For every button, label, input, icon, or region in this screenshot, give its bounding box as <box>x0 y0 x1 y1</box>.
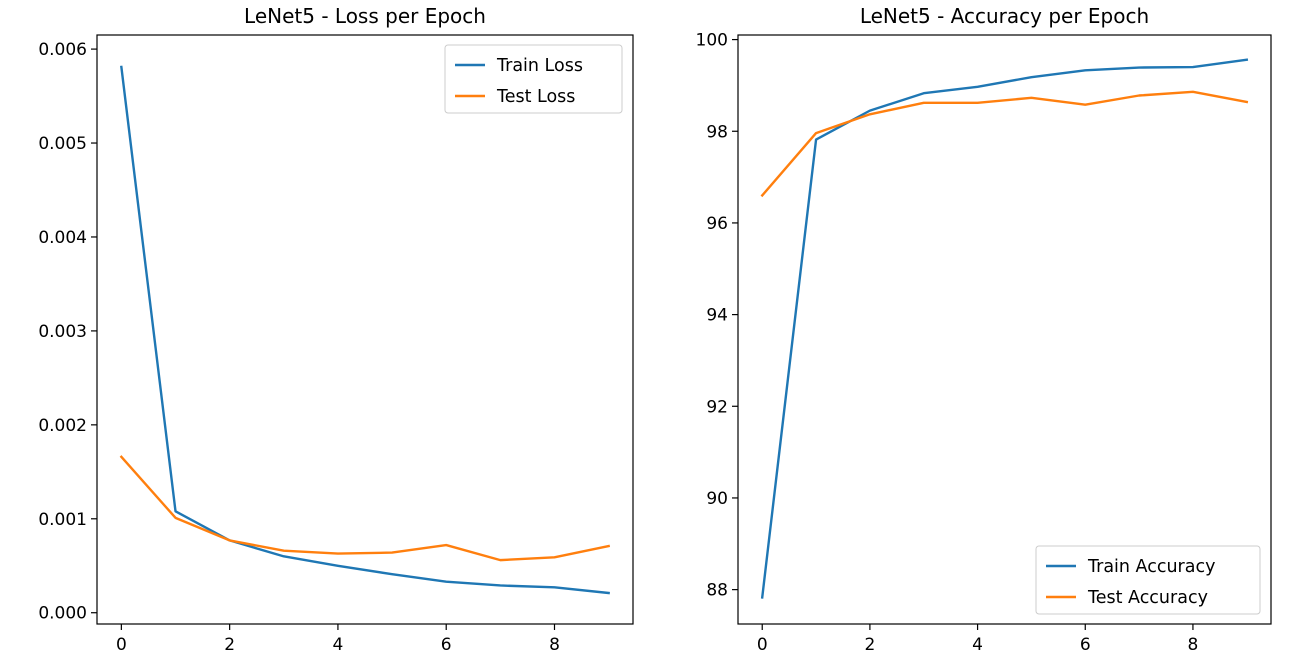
plot-area-frame <box>737 34 1272 625</box>
legend-box <box>1035 545 1261 615</box>
x-tick-label: 6 <box>1080 635 1091 655</box>
y-tick-label: 0.005 <box>38 134 87 154</box>
x-tick-label: 2 <box>864 635 875 655</box>
y-tick-label: 92 <box>706 397 728 417</box>
x-tick-label: 8 <box>549 635 560 655</box>
series-line-test-accuracy <box>760 90 1249 198</box>
x-tick-label: 4 <box>333 635 344 655</box>
legend: Train Accuracy Test Accuracy <box>1035 545 1261 615</box>
series-line-train-accuracy <box>760 58 1249 599</box>
legend-label: Test Loss <box>496 87 575 107</box>
y-tick-label: 94 <box>706 306 728 326</box>
y-tick-label: 0.006 <box>38 40 87 60</box>
y-tick-label: 0.004 <box>38 228 87 248</box>
x-tick-label: 2 <box>224 635 235 655</box>
x-tick-label: 6 <box>441 635 452 655</box>
y-tick-label: 0.003 <box>38 322 87 342</box>
x-tick-label: 4 <box>972 635 983 655</box>
chart-title: LeNet5 - Loss per Epoch <box>244 4 486 28</box>
x-tick-label: 8 <box>1188 635 1199 655</box>
legend-label: Train Accuracy <box>1087 557 1215 577</box>
y-tick-label: 98 <box>706 122 728 142</box>
legend-box <box>444 44 623 114</box>
x-tick-label: 0 <box>116 635 127 655</box>
y-tick-label: 100 <box>696 31 728 51</box>
series-line-test-loss <box>119 455 611 562</box>
x-tick-label: 0 <box>757 635 768 655</box>
y-tick-label: 0.001 <box>38 510 87 530</box>
y-tick-label: 90 <box>706 489 728 509</box>
legend-label: Test Accuracy <box>1087 588 1208 608</box>
y-tick-label: 0.000 <box>38 604 87 624</box>
plot-area-frame <box>96 34 634 625</box>
y-tick-label: 96 <box>706 214 728 234</box>
y-tick-label: 0.002 <box>38 416 87 436</box>
legend: Train Loss Test Loss <box>444 44 623 114</box>
series-line-train-loss <box>120 65 610 595</box>
legend-label: Train Loss <box>496 56 583 76</box>
chart-title: LeNet5 - Accuracy per Epoch <box>860 4 1149 28</box>
y-tick-label: 88 <box>706 581 728 601</box>
loss-chart-panel: LeNet5 - Loss per Epoch 0 2 4 6 8 0.000 0.001 0.… <box>38 4 634 655</box>
